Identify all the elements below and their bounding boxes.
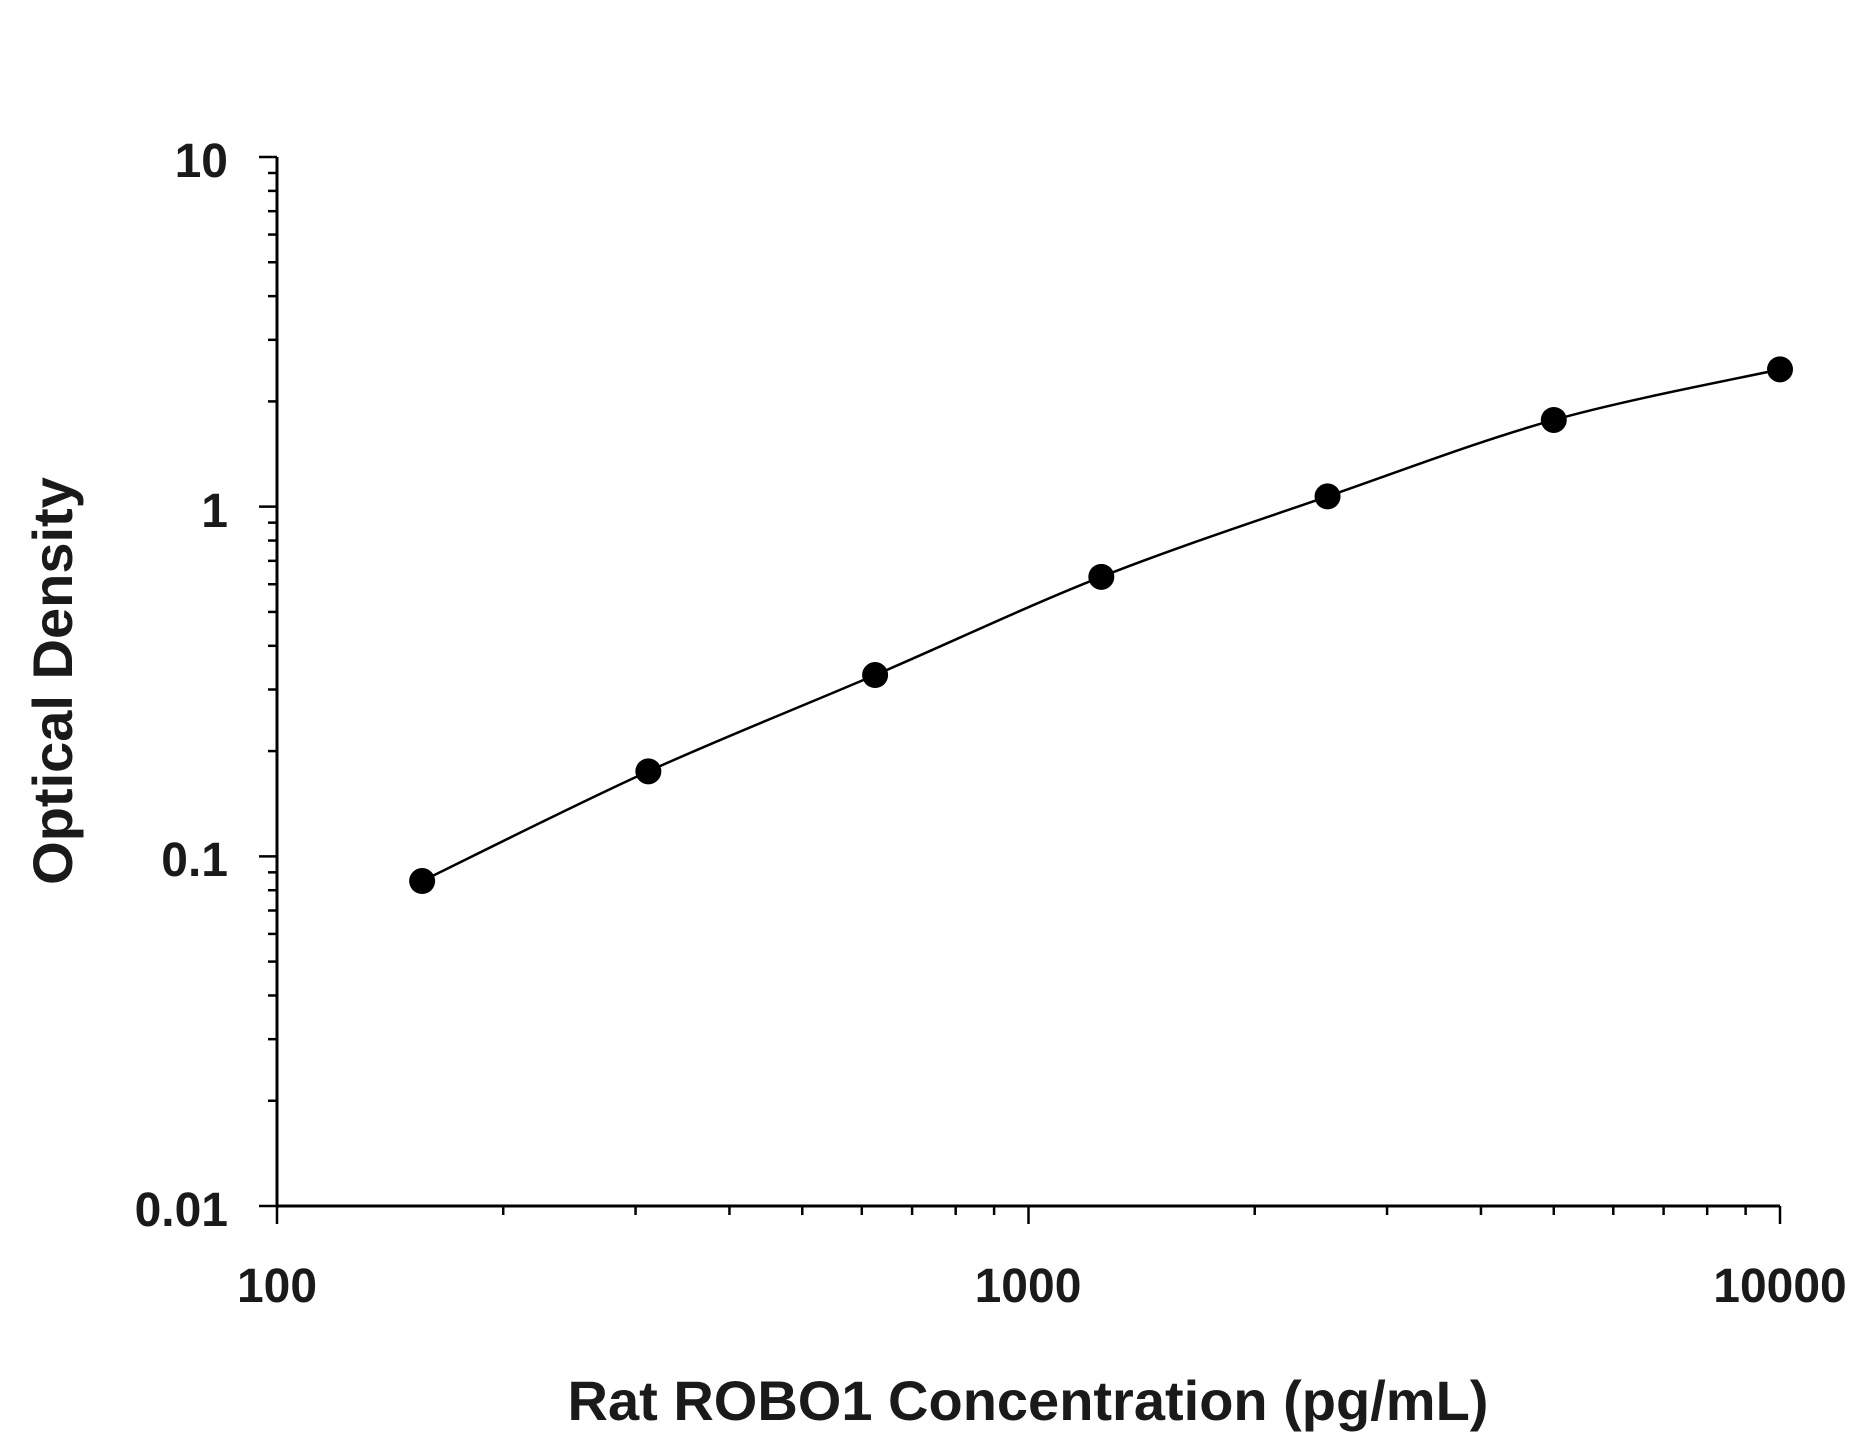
data-point [862,662,889,689]
y-axis-title: Optical Density [21,477,84,885]
x-tick-label: 10000 [1713,1260,1846,1313]
data-points [409,356,1793,895]
y-tick-label: 0.1 [161,834,228,887]
data-point [1314,483,1341,510]
data-point [1767,356,1793,383]
y-tick-label: 0.01 [135,1184,228,1237]
axes [275,157,1780,1208]
y-tick-label: 1 [201,485,228,538]
fit-line [421,368,1781,883]
x-tick-labels: 100 1000 10000 [237,1260,1847,1313]
y-tick-label: 10 [175,135,228,188]
x-ticks [275,1206,1782,1224]
data-point [409,868,436,895]
y-ticks [259,155,277,1208]
data-point [635,758,662,785]
data-point [1540,406,1567,433]
x-tick-label: 1000 [975,1260,1082,1313]
data-point [1088,563,1115,590]
x-axis-title: Rat ROBO1 Concentration (pg/mL) [568,1369,1489,1432]
x-tick-label: 100 [237,1260,317,1313]
y-tick-labels: 0.01 0.1 1 10 [135,135,228,1237]
